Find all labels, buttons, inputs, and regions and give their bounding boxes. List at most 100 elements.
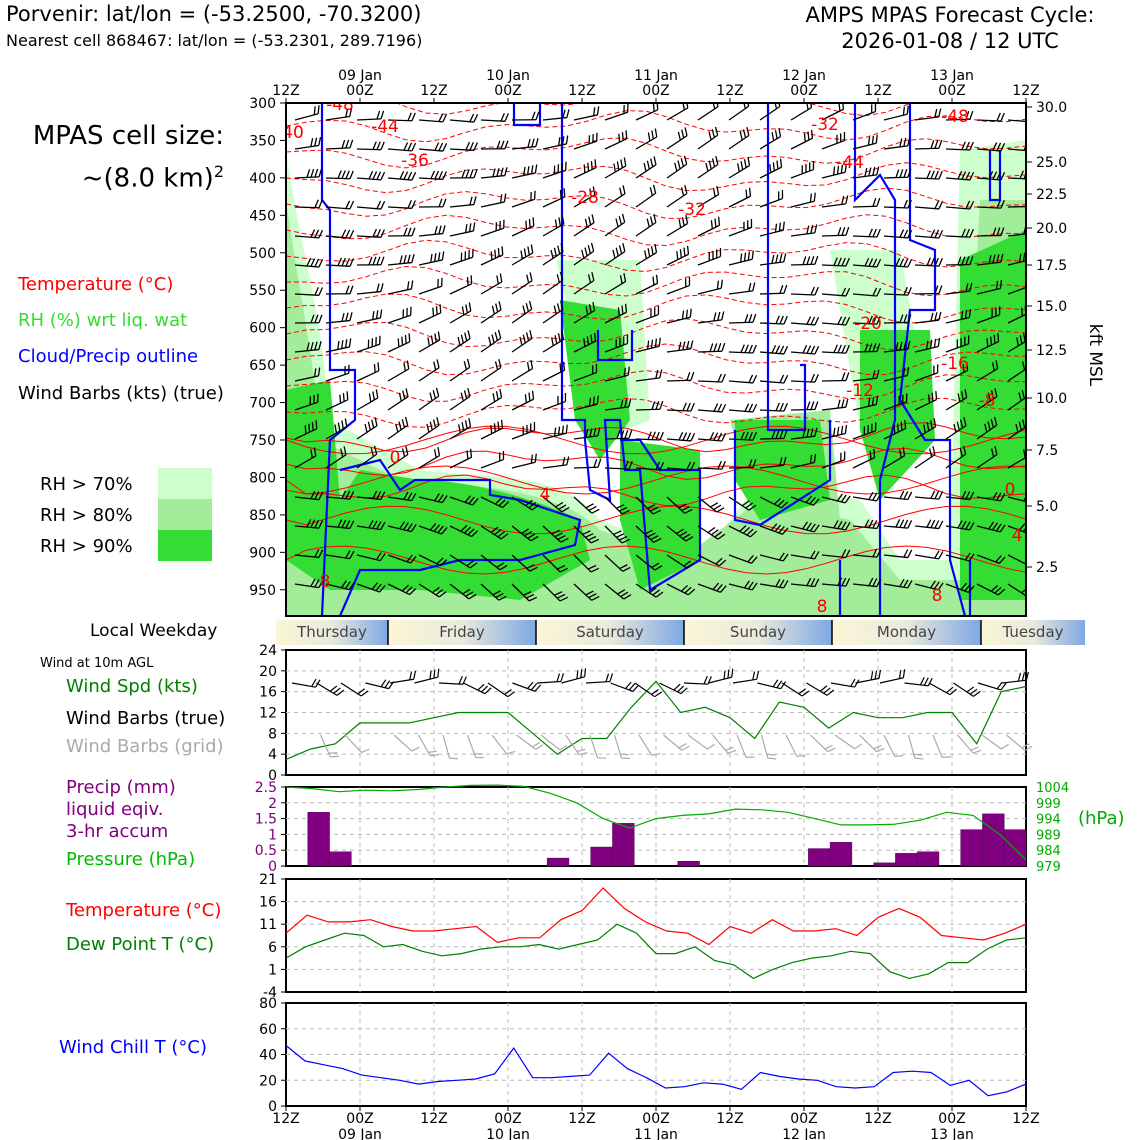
wind-barb-221-feather [463, 361, 468, 370]
top-date-label: 12 Jan [782, 68, 826, 84]
wind-barb-353-shaft [821, 525, 846, 531]
wind-barb-32 [542, 135, 569, 150]
grid-wind-barb-feather [1021, 743, 1030, 749]
wind-barb-142-feather [988, 255, 992, 264]
cell-size-label: MPAS cell size: ~(8.0 km)2 [8, 118, 224, 197]
surface-wind-barb-feather [703, 675, 708, 685]
wind-barb-273-feather [597, 427, 601, 437]
wind-barb-210-shaft [852, 350, 878, 353]
bottom-time-tick-label: 12Z [1012, 1111, 1039, 1127]
wind-barb-97-feather [345, 229, 351, 238]
wind-barb-45-shaft [945, 148, 971, 151]
wind-barb-304-feather [809, 454, 813, 464]
wind-barb-212-feather [937, 337, 941, 347]
wind-barb-56-feather [553, 165, 556, 175]
wind-barb-286-feather [987, 421, 991, 430]
wind-barb-73 [325, 200, 355, 210]
wind-barb-120-feather [318, 259, 324, 268]
wind-barb-128-feather [560, 243, 564, 252]
wind-barb-78 [480, 193, 507, 208]
wind-barb-148-feather [441, 277, 443, 287]
wind-barb-284-feather [933, 418, 937, 427]
wind-barb-353 [821, 520, 851, 531]
wind-barb-111 [759, 221, 785, 237]
wind-barb-13-feather [712, 103, 716, 110]
wind-barb-282-feather [871, 423, 873, 433]
wind-barb-48-feather [314, 168, 319, 178]
wind-barb-341-feather [460, 524, 468, 532]
wind-barb-385-feather [344, 581, 351, 590]
temperature-contour-label: -16 [941, 354, 969, 374]
wind-barb-350-feather [739, 525, 747, 532]
wind-barb-358-feather [999, 524, 1006, 533]
wind-barb-405-feather [960, 582, 968, 590]
surface-wind-barb-feather [576, 670, 579, 679]
wind-barb-309-feather [959, 448, 964, 457]
wind-barb-400-feather [810, 578, 816, 587]
wind-barb-197-feather [460, 334, 464, 344]
wind-barb-186-feather [868, 315, 873, 325]
wind-barb-86 [728, 187, 752, 208]
wind-barb-213-feather [956, 339, 959, 348]
wind-barb-156-feather [685, 278, 687, 287]
wind-barb-163-feather [903, 286, 908, 296]
pressure-tick-label: 650 [249, 358, 276, 374]
wind-barb-91-feather [907, 199, 912, 209]
wind-barb-306-feather [869, 450, 872, 460]
wind-barb-285-feather [956, 421, 960, 431]
grid-wind-barb [907, 734, 924, 760]
chill-panel-ytick-label: 60 [259, 1022, 277, 1038]
wind-barb-388-feather [438, 591, 447, 598]
wind-barb-67-feather [907, 168, 912, 178]
wind-barb-349-feather [707, 527, 716, 534]
wind-barb-132 [666, 245, 690, 266]
wind-barb-122-feather [376, 256, 381, 266]
wind-barb-352 [790, 521, 820, 533]
wind-barb-294 [480, 451, 505, 469]
wind-barb-88-shaft [790, 200, 815, 208]
wind-barb-349-feather [717, 533, 726, 540]
wind-barb-352-feather [805, 522, 812, 531]
wind-barb-380 [914, 550, 944, 560]
wind-barb-13 [697, 103, 719, 121]
wind-barb-305 [821, 451, 846, 469]
wind-barb-116 [914, 229, 944, 239]
wind-barb-135-feather [779, 253, 783, 263]
wind-barb-42-shaft [852, 142, 877, 150]
cloud-outline-1 [338, 458, 582, 616]
wind-note: Wind at 10m AGL [40, 656, 154, 671]
wind-barb-178-feather [617, 307, 620, 316]
weekday-band [832, 620, 981, 645]
wind-barb-288-feather [310, 449, 313, 459]
wind-barb-89-shaft [821, 203, 846, 208]
cloud-outline-3 [560, 103, 702, 592]
temperature-contour-label: -8 [979, 391, 996, 411]
wind-barb-304 [790, 453, 817, 469]
wind-barb-355-feather [895, 519, 901, 528]
wind-barb-262-feather [987, 392, 991, 402]
wind-barb-401-feather [841, 577, 847, 587]
wind-barb-361 [325, 550, 355, 560]
wind-barb-90-feather [876, 197, 881, 207]
wind-barb-70-feather [988, 171, 994, 180]
wind-barb-155-feather [655, 274, 659, 284]
wind-barb-259-feather [905, 393, 908, 402]
wind-barb-126 [480, 246, 504, 266]
wind-barb-299-feather [655, 461, 661, 470]
wind-barb-164-feather [938, 285, 943, 294]
wind-barb-150 [480, 273, 503, 295]
wind-barb-325-feather [710, 502, 719, 508]
wind-barb-131-feather [644, 250, 647, 259]
wind-barb-22 [976, 112, 1005, 122]
wind-barb-314-feather [372, 490, 378, 499]
wind-barb-231-feather [783, 375, 789, 384]
wind-barb-336-feather [310, 519, 316, 528]
temperature-contour-label: -48 [326, 95, 354, 115]
wind-barb-194-feather [367, 339, 370, 349]
wind-barb-132-feather [676, 251, 679, 260]
wind-barb-7-feather [535, 111, 540, 120]
wind-barb-55-feather [530, 165, 534, 174]
temperature-contour-label: -48 [941, 107, 969, 127]
grid-wind-barb-feather [824, 744, 833, 750]
wind-barb-296 [542, 456, 570, 469]
